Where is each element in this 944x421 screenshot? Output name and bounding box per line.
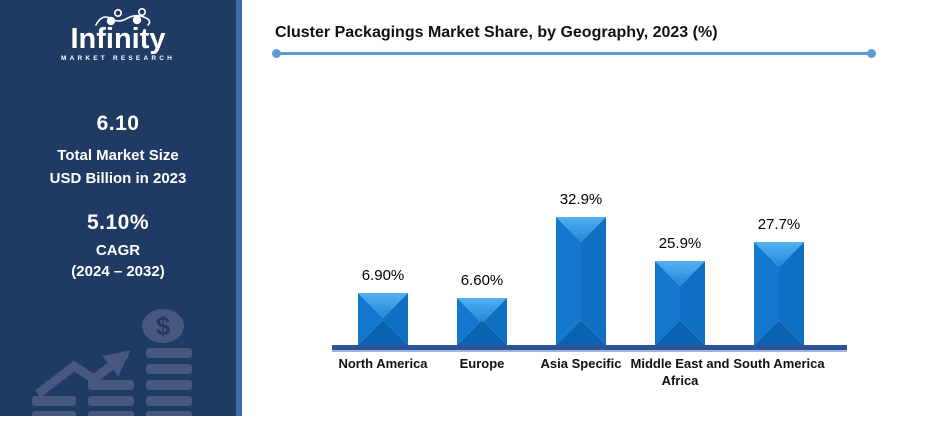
cagr-label-line1: CAGR (95, 242, 141, 259)
cagr-value: 5.10% (86, 211, 150, 234)
sidebar: Infinity MARKET RESEARCH 6.10 Total Mark… (0, 0, 236, 421)
bar (358, 293, 408, 345)
bar-value-label: 27.7% (757, 216, 801, 233)
logo-subtitle: MARKET RESEARCH (61, 55, 175, 62)
market-size-label-line1: Total Market Size (57, 147, 179, 164)
x-axis-line (332, 345, 847, 350)
category-label: Europe (459, 356, 505, 371)
growth-arrow-icon (35, 350, 131, 398)
doodle-dot (132, 15, 142, 25)
bar-chart (332, 217, 847, 352)
market-size-label-line2: USD Billion in 2023 (49, 170, 187, 187)
growth-graphic: $ (26, 296, 208, 421)
infinity-doodle-icon (95, 7, 151, 26)
bar-value-label: 6.60% (460, 272, 504, 289)
category-label: North America (338, 356, 428, 371)
underline-dot-right (867, 49, 876, 58)
category-label: South America (733, 356, 825, 371)
bar (457, 298, 507, 345)
market-size-value: 6.10 (96, 112, 140, 135)
bar-value-label: 32.9% (559, 191, 603, 208)
logo-text: Infinity (70, 23, 165, 55)
chart-title: Cluster Packagings Market Share, by Geog… (275, 24, 718, 41)
category-label: Middle East and Africa (630, 356, 730, 388)
coin-dollar-icon: $ (142, 309, 184, 343)
bar-value-label: 6.90% (361, 267, 405, 284)
bar (556, 217, 606, 345)
underline-dot-left (272, 49, 281, 58)
bar (655, 261, 705, 345)
sidebar-accent-strip (236, 0, 242, 416)
coin-dollar-symbol: $ (156, 311, 171, 341)
x-axis-line-shadow (332, 350, 847, 352)
category-label: Asia Specific (540, 356, 622, 371)
title-underline (272, 49, 876, 58)
bar-value-label: 25.9% (658, 235, 702, 252)
doodle-dot (106, 16, 116, 26)
bar (754, 242, 804, 345)
cagr-label-line2: (2024 – 2032) (71, 263, 165, 280)
infinity-logo: Infinity MARKET RESEARCH (52, 7, 184, 66)
